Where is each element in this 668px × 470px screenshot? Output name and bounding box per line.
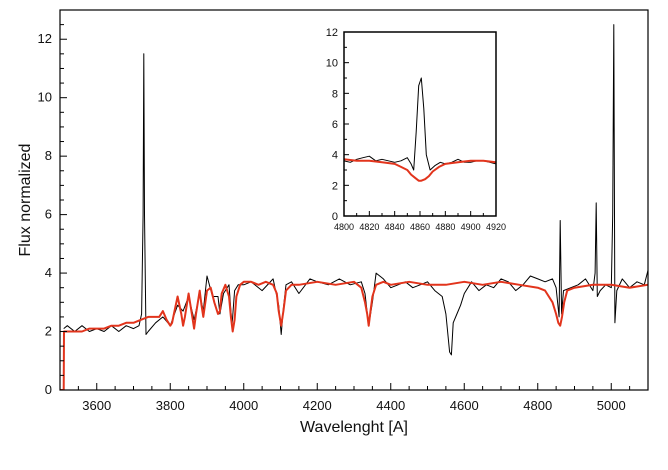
main-x-tick-label: 4800 [523, 398, 552, 413]
main-chart: 3600 3800 4000 4200 4400 4600 4800 5000 0 2 4 6 8 10 1… [17, 9, 649, 436]
main-x-tick-label: 4600 [450, 398, 479, 413]
main-y-axis-title: Flux normalized [17, 144, 34, 257]
main-y-tick-label: 0 [45, 382, 52, 397]
inset-y-tick-label: 8 [332, 88, 338, 100]
main-y-tick-label: 12 [38, 31, 52, 46]
inset-y-tick-label: 4 [332, 150, 338, 162]
inset-x-tick-label: 4900 [461, 222, 481, 232]
inset-y-tick-label: 2 [332, 180, 338, 192]
inset-x-tick-label: 4920 [486, 222, 506, 232]
inset-x-tick-label: 4860 [410, 222, 430, 232]
inset-y-tick-label: 12 [326, 27, 338, 39]
inset-series-model-line [344, 158, 496, 182]
inset-plot-area [344, 32, 496, 216]
main-x-tick-label: 4200 [303, 398, 332, 413]
main-x-axis-title: Wavelenght [A] [300, 419, 408, 436]
inset-y-tick-label: 0 [332, 211, 338, 223]
main-y-tick-label: 10 [38, 90, 52, 105]
inset-chart: 4800 4820 4840 4860 4880 4900 4920 0 2 4 6 8 10 12 [326, 27, 506, 232]
inset-y-tick-label: 10 [326, 58, 338, 70]
main-y-tick-label: 8 [45, 148, 52, 163]
main-series-model-line [60, 280, 648, 390]
inset-x-tick-label: 4800 [334, 222, 354, 232]
main-x-tick-label: 4000 [229, 398, 258, 413]
main-x-tick-label: 3600 [82, 398, 111, 413]
main-y-tick-label: 4 [45, 265, 52, 280]
inset-x-tick-label: 4840 [385, 222, 405, 232]
main-x-tick-label: 4400 [376, 398, 405, 413]
main-y-tick-label: 6 [45, 207, 52, 222]
inset-x-tick-label: 4820 [359, 222, 379, 232]
inset-y-tick-label: 6 [332, 119, 338, 131]
main-y-tick-label: 2 [45, 324, 52, 339]
inset-x-tick-label: 4880 [435, 222, 455, 232]
main-x-tick-label: 3800 [156, 398, 185, 413]
main-x-tick-label: 5000 [597, 398, 626, 413]
